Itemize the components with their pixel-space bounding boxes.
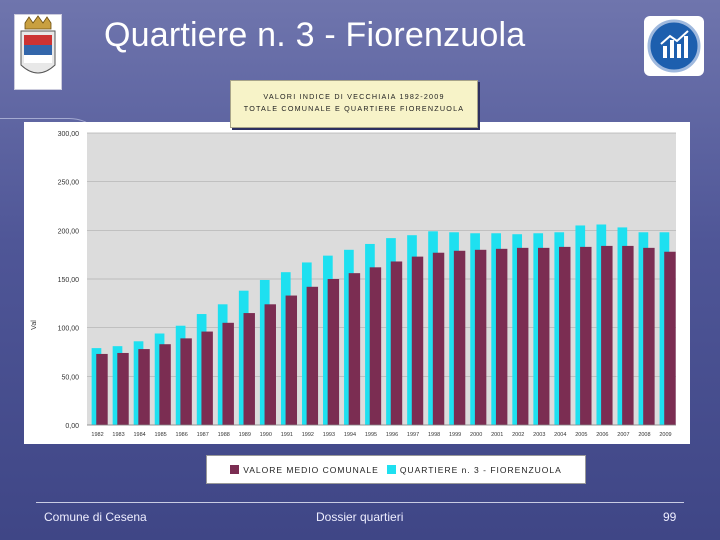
x-tick-label: 2003: [533, 432, 545, 438]
x-tick-label: 1985: [155, 432, 167, 438]
x-tick-label: 1988: [218, 432, 230, 438]
bar-comunale: [222, 322, 234, 425]
bar-comunale: [96, 353, 108, 425]
x-tick-label: 2004: [554, 432, 566, 438]
legend-swatch-quartiere: [386, 465, 396, 474]
x-tick-label: 1994: [344, 432, 356, 438]
bar-comunale: [348, 273, 361, 425]
footer-section: Dossier quartieri: [316, 510, 404, 524]
bar-comunale: [264, 304, 276, 425]
footer-organization: Comune di Cesena: [44, 510, 147, 524]
y-tick-label: 300,00: [58, 131, 80, 138]
chart-title-line1: VALORI INDICE DI VECCHIAIA 1982-2009: [263, 92, 445, 101]
legend-item-comunale: VALORE MEDIO COMUNALE: [230, 465, 379, 475]
x-tick-label: 1990: [260, 432, 272, 438]
chart-legend: VALORE MEDIO COMUNALE QUARTIERE n. 3 - F…: [206, 455, 586, 484]
bar-comunale: [159, 344, 171, 425]
bar-comunale: [285, 295, 298, 425]
bar-comunale: [601, 245, 613, 425]
crest-icon: [14, 14, 62, 90]
bar-comunale: [390, 261, 403, 425]
x-tick-label: 1989: [239, 432, 251, 438]
legend-item-quartiere: QUARTIERE n. 3 - FIORENZUOLA: [386, 464, 562, 475]
x-tick-label: 1998: [428, 432, 440, 438]
x-tick-label: 1982: [91, 432, 103, 438]
x-tick-label: 2009: [659, 432, 671, 438]
chart-title-line2: TOTALE COMUNALE E QUARTIERE FIORENZUOLA: [243, 104, 465, 113]
y-tick-label: 100,00: [58, 326, 80, 333]
x-tick-label: 2008: [638, 432, 650, 438]
bar-comunale: [516, 247, 529, 425]
bar-comunale: [180, 338, 192, 425]
bar-comunale: [580, 246, 592, 425]
legend-label-comunale: VALORE MEDIO COMUNALE: [243, 464, 379, 475]
bar-comunale: [432, 252, 445, 425]
bar-comunale: [243, 313, 255, 425]
bar-comunale: [138, 349, 150, 425]
bar-comunale: [117, 352, 129, 425]
x-tick-label: 2000: [470, 432, 482, 438]
x-tick-label: 2002: [512, 432, 524, 438]
bar-comunale: [495, 248, 508, 425]
x-tick-label: 1992: [302, 432, 314, 438]
bar-comunale: [622, 245, 634, 425]
x-tick-label: 1983: [112, 432, 124, 438]
x-tick-label: 1997: [407, 432, 419, 438]
legend-swatch-comunale: [230, 465, 240, 474]
bar-comunale: [453, 250, 466, 425]
chart-logo-icon: [644, 16, 704, 76]
y-tick-label: 0,00: [65, 423, 79, 430]
x-tick-label: 1987: [197, 432, 209, 438]
bar-comunale: [306, 286, 319, 425]
bar-comunale: [643, 247, 655, 425]
x-tick-label: 1995: [365, 432, 377, 438]
bar-comunale: [201, 331, 213, 425]
y-axis-label: Val: [31, 320, 38, 330]
y-tick-label: 50,00: [61, 374, 79, 381]
x-tick-label: 1991: [281, 432, 293, 438]
x-tick-label: 2007: [617, 432, 629, 438]
bar-comunale: [538, 247, 550, 425]
y-tick-label: 150,00: [58, 277, 80, 284]
x-tick-label: 1996: [386, 432, 398, 438]
slide-title: Quartiere n. 3 - Fiorenzuola: [104, 16, 526, 54]
x-tick-label: 1984: [133, 432, 145, 438]
y-tick-label: 200,00: [58, 228, 80, 235]
decorative-swoosh: [0, 118, 110, 159]
chart-title: VALORI INDICE DI VECCHIAIA 1982-2009 TOT…: [230, 80, 478, 128]
x-tick-label: 1993: [323, 432, 335, 438]
x-tick-label: 2001: [491, 432, 503, 438]
x-tick-label: 2005: [575, 432, 587, 438]
page-number: 99: [663, 510, 677, 524]
y-tick-label: 250,00: [58, 180, 80, 187]
x-tick-label: 1999: [449, 432, 461, 438]
bar-comunale: [369, 267, 382, 425]
footer-divider: [36, 502, 684, 503]
bar-comunale: [664, 251, 676, 425]
bar-comunale: [327, 279, 340, 425]
bar-comunale: [411, 256, 424, 425]
x-tick-label: 2006: [596, 432, 608, 438]
bar-comunale: [559, 246, 571, 425]
x-tick-label: 1986: [176, 432, 188, 438]
legend-label-quartiere: QUARTIERE n. 3 - FIORENZUOLA: [399, 464, 562, 475]
bar-comunale: [474, 249, 487, 425]
